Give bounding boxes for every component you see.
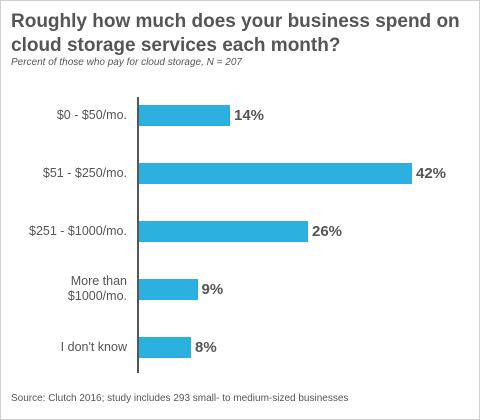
source-note: Source: Clutch 2016; study includes 293 … [11,393,349,404]
bar [139,336,191,358]
bar [139,278,198,300]
bar [139,162,412,184]
chart-subtitle: Percent of those who pay for cloud stora… [11,57,242,68]
value-label: 26% [312,222,343,240]
value-label: 9% [201,280,224,298]
bar [139,220,308,242]
value-label: 8% [195,338,217,356]
category-label: More than $1000/mo. [67,274,127,303]
bar [139,104,230,126]
chart-title: Roughly how much does your business spen… [11,11,460,56]
category-label: $51 - $250/mo. [42,165,127,180]
category-label: I don't know [60,339,127,354]
value-label: 14% [234,106,265,124]
value-label: 42% [416,164,447,182]
category-axis-line [137,97,139,373]
category-label: $0 - $50/mo. [56,107,127,122]
category-label: $251 - $1000/mo. [29,223,127,238]
